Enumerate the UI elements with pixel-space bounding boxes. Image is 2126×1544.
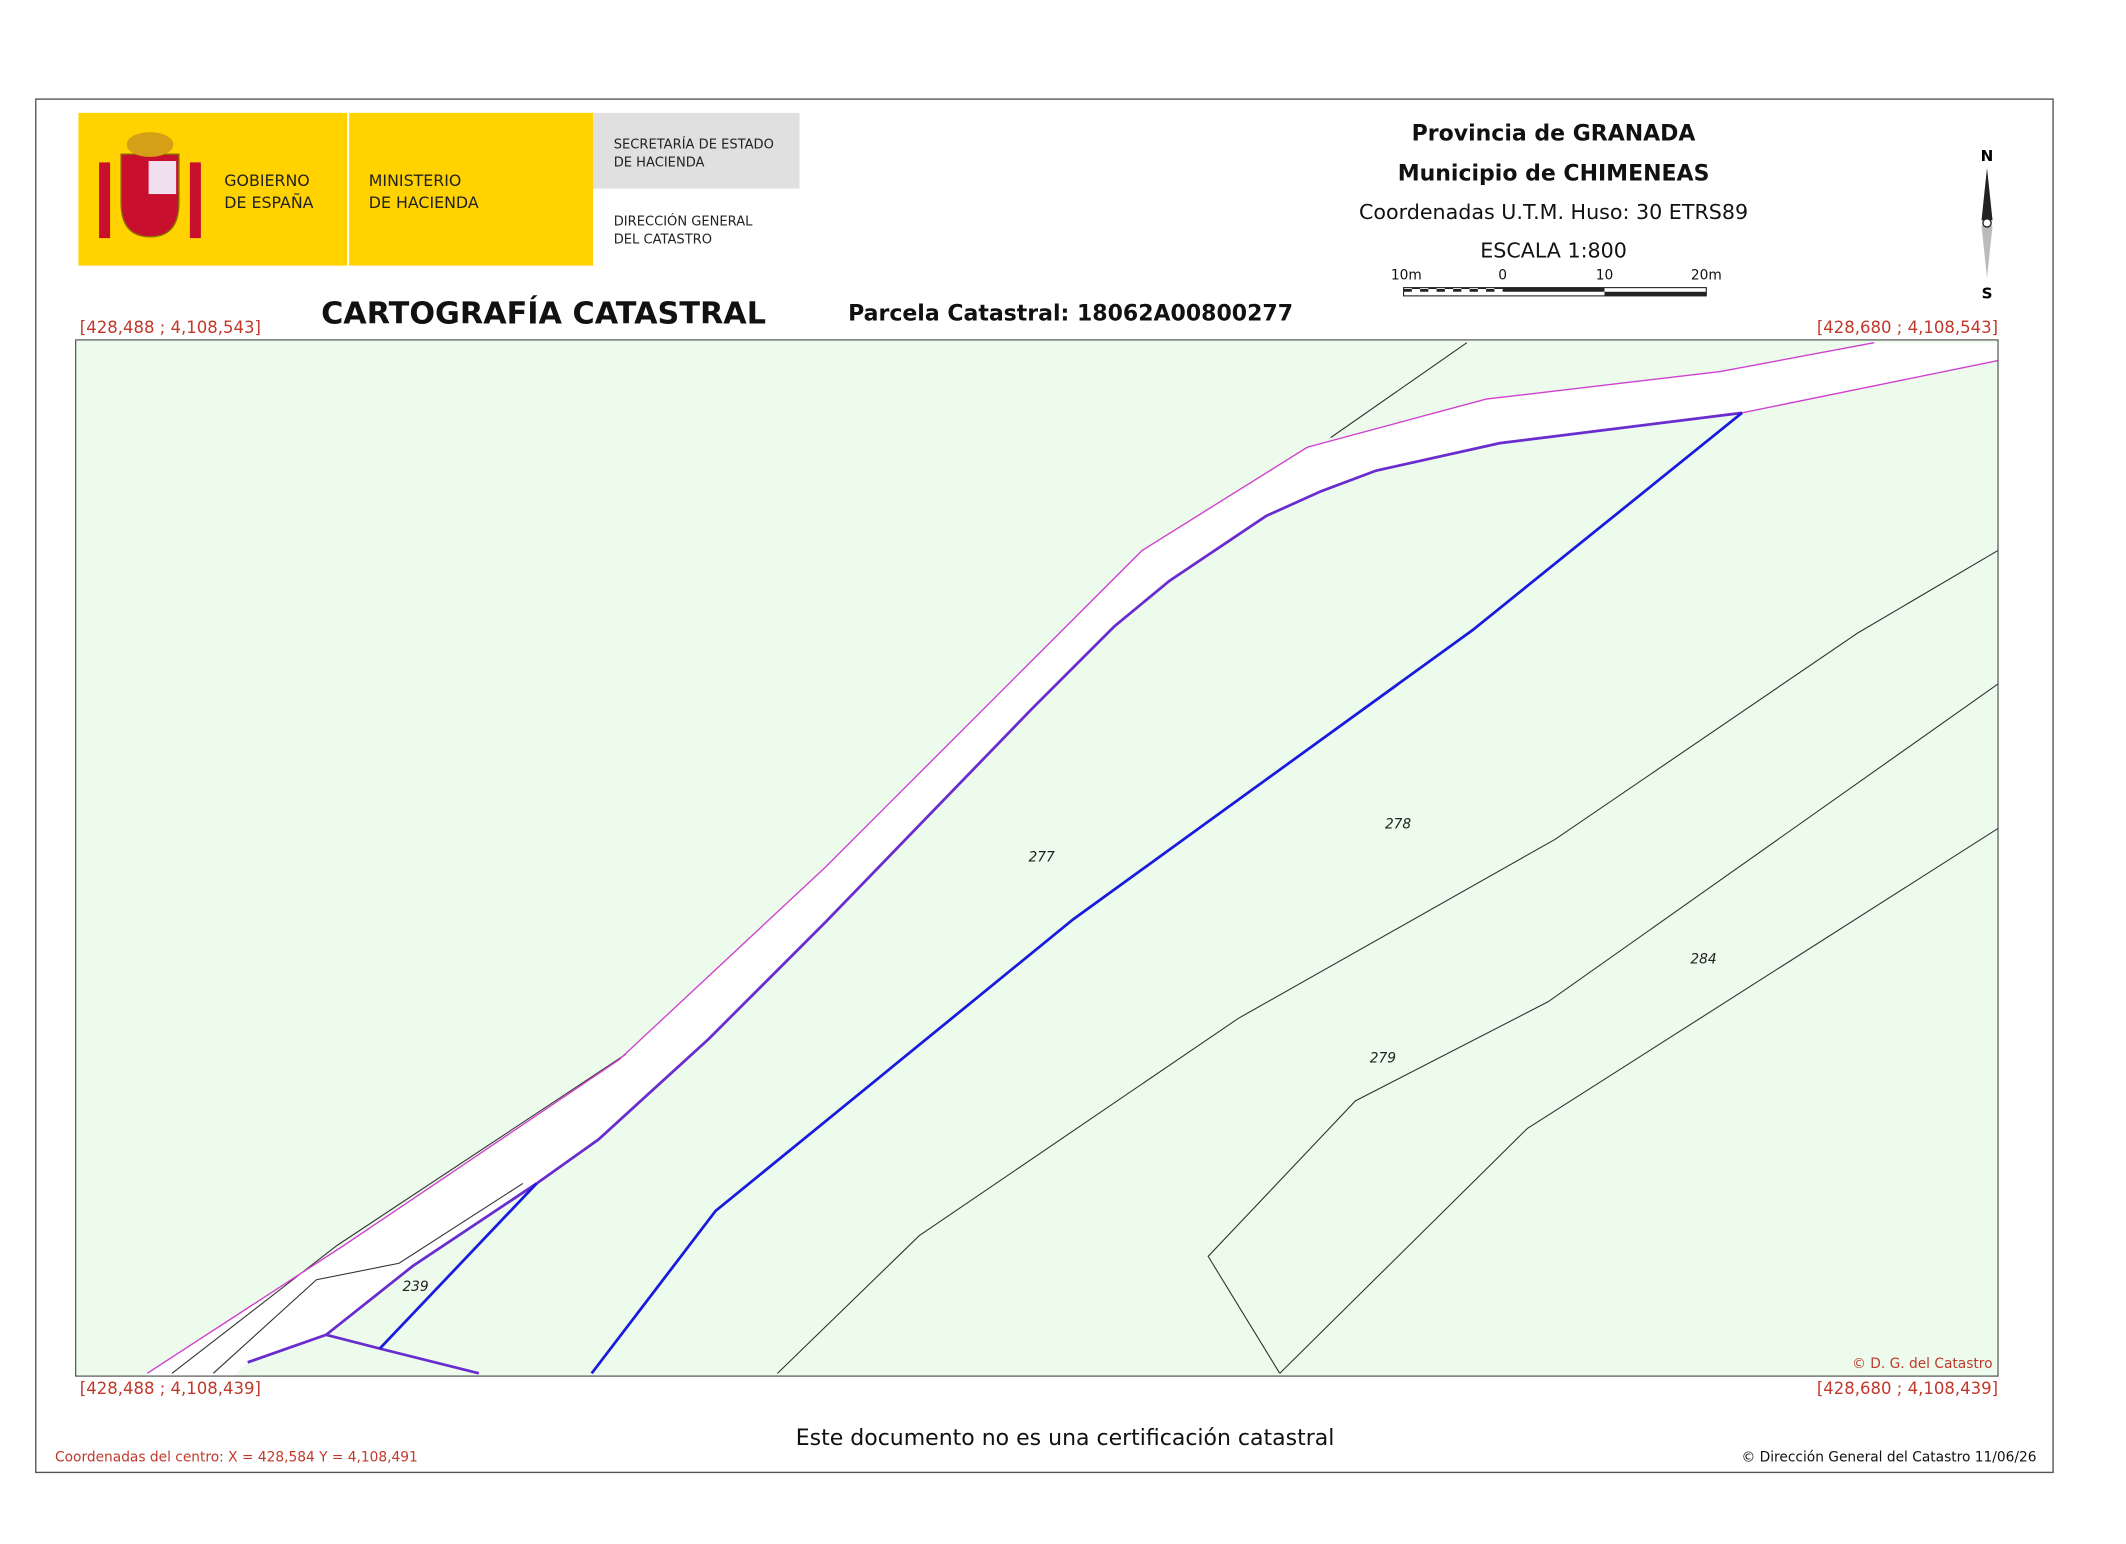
north-label: N xyxy=(1981,147,1994,165)
coat-of-arms xyxy=(99,132,201,239)
scale-label: 20m xyxy=(1691,267,1722,283)
road-edge xyxy=(1741,359,1999,414)
logo-text: DE HACIENDA xyxy=(614,156,705,171)
logo-text: DEL CATASTRO xyxy=(614,233,712,248)
scale-label: 10 xyxy=(1596,267,1613,283)
logo-gray xyxy=(593,112,800,189)
logo-text: SECRETARÍA DE ESTADO xyxy=(614,137,774,153)
parcela: Parcela Catastral: 18062A00800277 xyxy=(848,302,1293,327)
parcel-label: 284 xyxy=(1690,951,1716,967)
title: CARTOGRAFÍA CATASTRAL xyxy=(321,295,766,331)
north-arrow xyxy=(1981,167,1993,278)
logo-text: DIRECCIÓN GENERAL xyxy=(614,214,753,230)
road xyxy=(147,342,1999,1377)
logo-text: DE ESPAÑA xyxy=(224,193,313,212)
corner-coord: [428,488 ; 4,108,439] xyxy=(80,1379,261,1398)
provincia: Provincia de GRANADA xyxy=(1412,121,1696,146)
escala: ESCALA 1:800 xyxy=(1480,238,1627,262)
map-copyright: © D. G. del Catastro xyxy=(1852,1356,1992,1372)
municipio: Municipio de CHIMENEAS xyxy=(1398,161,1710,186)
parcel-label: 278 xyxy=(1385,816,1411,832)
south-label: S xyxy=(1982,285,1993,303)
parcel-label: 279 xyxy=(1370,1050,1396,1066)
footer-centro: Coordenadas del centro: X = 428,584 Y = … xyxy=(55,1449,418,1465)
corner-coord: [428,680 ; 4,108,543] xyxy=(1817,318,1998,337)
map: 277 278 279 284 239 © D. G. del Catastro xyxy=(75,339,1999,1377)
logo-text: GOBIERNO xyxy=(224,171,309,190)
map-background xyxy=(75,339,1999,1377)
footer-note: Este documento no es una certificación c… xyxy=(796,1426,1335,1451)
corner-coord: [428,488 ; 4,108,543] xyxy=(80,318,261,337)
map-frame xyxy=(75,339,1999,1377)
footer-copyright: © Dirección General del Catastro 11/06/2… xyxy=(1742,1449,2037,1465)
corner-coord: [428,680 ; 4,108,439] xyxy=(1817,1379,1998,1398)
parcel-label: 277 xyxy=(1029,849,1055,865)
coordenadas: Coordenadas U.T.M. Huso: 30 ETRS89 xyxy=(1359,200,1748,224)
scale-label: 0 xyxy=(1498,267,1507,283)
logo-text: DE HACIENDA xyxy=(369,193,479,212)
parcel-lines xyxy=(171,342,1999,1374)
road-edge xyxy=(146,341,1875,1374)
road-edge xyxy=(247,411,1743,1364)
scale-bar xyxy=(1403,287,1707,297)
parcel-boundary xyxy=(378,1182,538,1350)
scale-label: 10m xyxy=(1391,267,1422,283)
logo-text: MINISTERIO xyxy=(369,171,462,190)
parcel-boundary xyxy=(590,411,1743,1375)
parcel-label: 239 xyxy=(402,1279,428,1295)
